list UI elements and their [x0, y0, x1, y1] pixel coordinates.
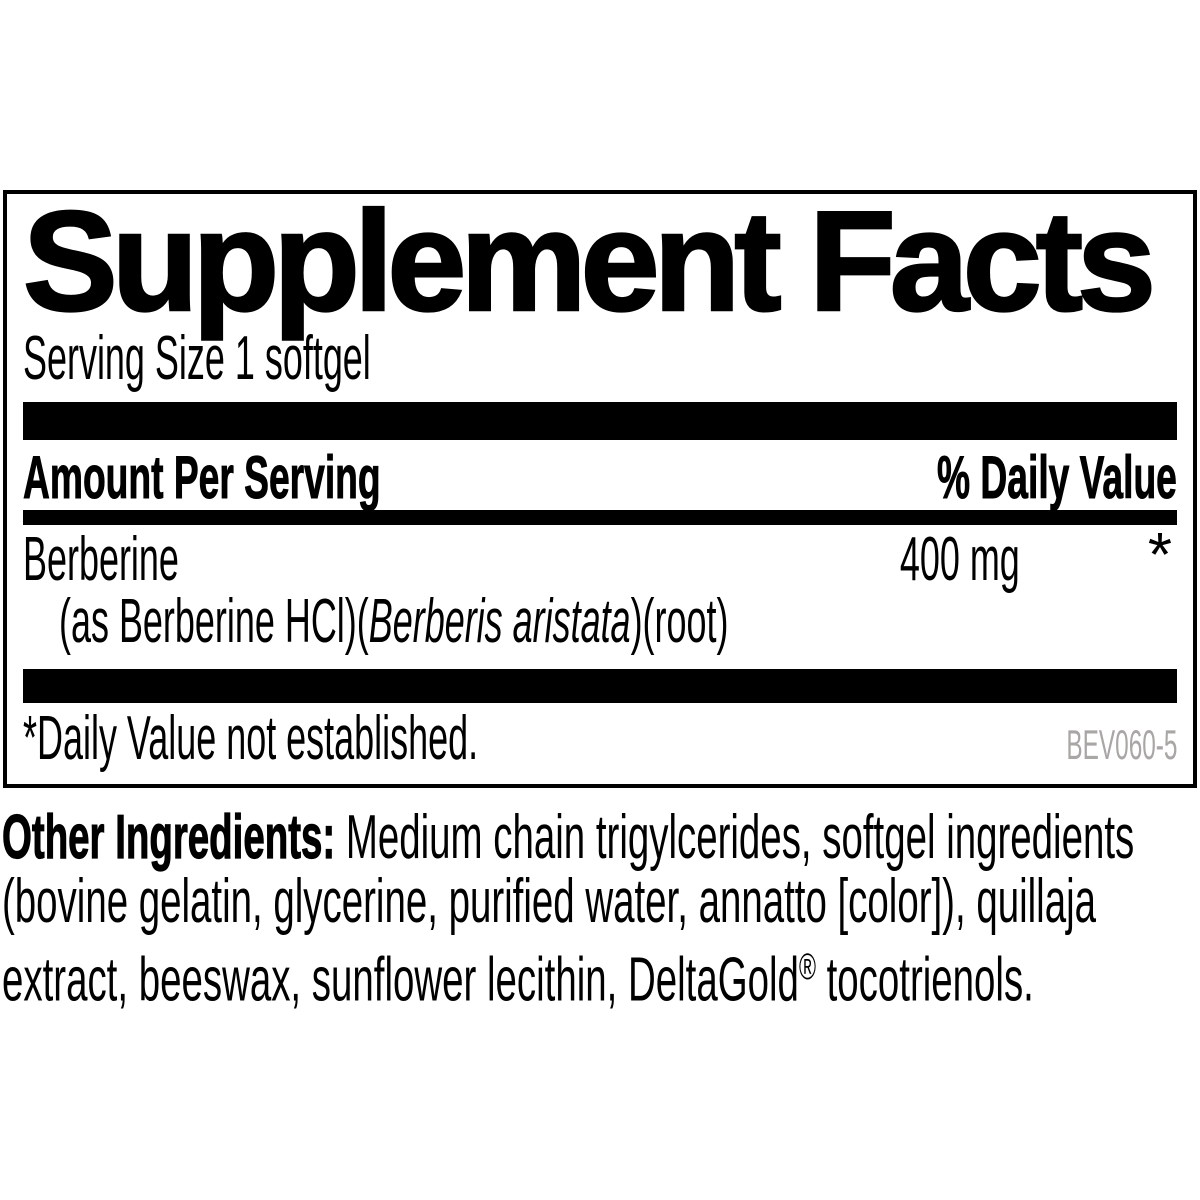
serving-size-line: Serving Size 1 softgel: [23, 328, 1177, 390]
botanical-name: Berberis aristata: [368, 587, 631, 656]
divider-thin: [23, 510, 1177, 525]
ingredient-daily-value-asterisk: *: [1147, 521, 1172, 590]
other-ingredients-line-3: extract, beeswax, sunflower lecithin, De…: [2, 945, 1034, 1015]
footnote-row: *Daily Value not established. BEV060-5: [23, 704, 1177, 773]
daily-value-header: % Daily Value: [937, 444, 1177, 511]
panel-title: Supplement Facts: [22, 182, 1158, 341]
ingredient-detail-line: (as Berberine HCl)(Berberis aristata)(ro…: [59, 587, 1177, 656]
ingredient-detail-text: (as Berberine HCl)(Berberis aristata)(ro…: [59, 587, 729, 656]
other-ingredients-label: Other Ingredients:: [2, 803, 336, 872]
column-header-row: Amount Per Serving % Daily Value: [23, 444, 1178, 511]
amount-per-serving-header: Amount Per Serving: [23, 444, 381, 511]
divider-thick-bottom: [23, 669, 1177, 703]
fact-row-berberine: Berberine 400 mg *: [23, 525, 1177, 594]
other-ingredients-line-1: Other Ingredients: Medium chain trigylce…: [2, 803, 1135, 872]
ingredient-name: Berberine: [23, 525, 179, 594]
serving-size-text: Serving Size 1 softgel: [23, 324, 371, 393]
ingredient-amount: 400 mg: [900, 525, 1020, 594]
registered-trademark-symbol: ®: [798, 945, 816, 987]
supplement-facts-panel: Supplement Facts Serving Size 1 softgel …: [3, 182, 1197, 788]
other-ingredients-paragraph: Other Ingredients: Medium chain trigylce…: [2, 803, 1168, 1015]
product-code: BEV060-5: [1065, 721, 1177, 768]
daily-value-footnote: *Daily Value not established.: [23, 704, 479, 773]
other-ingredients-line-2: (bovine gelatin, glycerine, purified wat…: [2, 867, 1097, 936]
divider-thick-top: [23, 402, 1177, 440]
